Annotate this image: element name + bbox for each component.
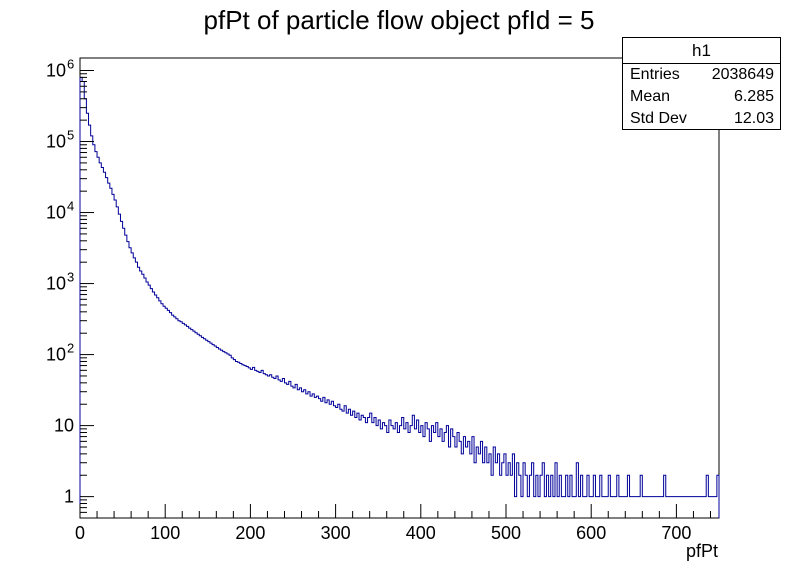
histogram-line bbox=[79, 76, 720, 518]
y-tick-label: 1 bbox=[64, 487, 74, 507]
stats-entries-row: Entries 2038649 bbox=[623, 64, 780, 86]
y-tick-exponent: 4 bbox=[67, 199, 74, 214]
y-tick-label: 10 bbox=[46, 345, 66, 365]
stats-name: h1 bbox=[623, 38, 780, 64]
y-tick-label: 10 bbox=[46, 274, 66, 294]
stats-stddev-label: Std Dev bbox=[630, 110, 687, 127]
stats-stddev-value: 12.03 bbox=[733, 110, 774, 127]
x-tick-label: 400 bbox=[406, 523, 436, 543]
histogram-bars bbox=[79, 76, 720, 518]
y-tick-label: 10 bbox=[46, 132, 66, 152]
stats-stddev-row: Std Dev 12.03 bbox=[623, 108, 780, 130]
x-axis: 0 100 200 300 400 500 600 700 bbox=[75, 504, 711, 543]
y-tick-label: 10 bbox=[54, 416, 74, 436]
y-tick-exponent: 2 bbox=[67, 341, 74, 356]
y-tick-label: 10 bbox=[46, 61, 66, 81]
x-tick-label: 300 bbox=[321, 523, 351, 543]
y-tick-exponent: 6 bbox=[67, 57, 74, 72]
x-tick-label: 100 bbox=[150, 523, 180, 543]
x-tick-label: 700 bbox=[661, 523, 691, 543]
stats-mean-row: Mean 6.285 bbox=[623, 86, 780, 108]
x-tick-label: 500 bbox=[491, 523, 521, 543]
chart-title: pfPt of particle flow object pfId = 5 bbox=[204, 5, 595, 35]
x-tick-label: 200 bbox=[235, 523, 265, 543]
x-tick-label: 600 bbox=[576, 523, 606, 543]
y-tick-exponent: 3 bbox=[67, 270, 74, 285]
stats-entries-value: 2038649 bbox=[711, 66, 774, 83]
y-tick-exponent: 5 bbox=[67, 128, 74, 143]
stats-box: h1 Entries 2038649 Mean 6.285 Std Dev 12… bbox=[622, 37, 781, 130]
stats-mean-label: Mean bbox=[630, 88, 671, 105]
y-tick-label: 10 bbox=[46, 203, 66, 223]
x-axis-label: pfPt bbox=[686, 541, 718, 561]
stats-entries-label: Entries bbox=[630, 66, 680, 83]
x-tick-label: 0 bbox=[75, 523, 85, 543]
stats-mean-value: 6.285 bbox=[733, 88, 774, 105]
